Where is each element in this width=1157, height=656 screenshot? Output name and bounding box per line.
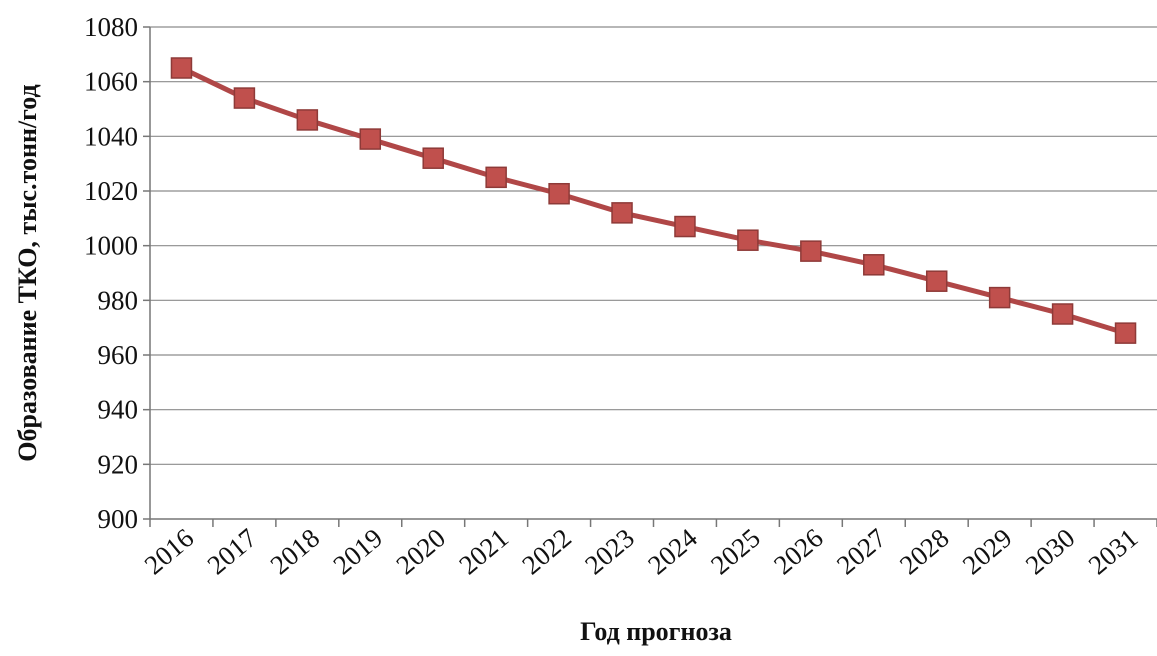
x-tick-label: 2019 — [327, 523, 388, 581]
x-tick-label: 2028 — [894, 523, 955, 581]
x-tick-label: 2016 — [139, 523, 200, 581]
x-tick-label: 2018 — [265, 523, 326, 581]
x-tick-labels: 2016 2017 2018 2019 2020 2021 2022 2023 2024 2025… — [139, 522, 1144, 580]
axes — [143, 26, 1157, 527]
x-tick-label: 2025 — [705, 523, 766, 581]
x-tick-label: 2017 — [202, 523, 263, 581]
gridlines — [150, 26, 1157, 465]
x-tick-label: 2029 — [957, 523, 1018, 581]
data-point-marker — [485, 166, 507, 189]
y-tick-label: 1060 — [84, 67, 138, 97]
data-point-marker — [800, 240, 822, 262]
data-point-marker — [863, 254, 885, 276]
y-tick-label: 900 — [98, 504, 139, 534]
y-tick-label: 1020 — [84, 176, 138, 206]
x-tick-label: 2022 — [516, 523, 577, 581]
data-point-marker — [422, 147, 444, 169]
data-point-marker — [170, 57, 193, 79]
data-point-marker — [988, 286, 1011, 309]
x-axis-label: Год прогноза — [580, 617, 732, 646]
series-group — [170, 57, 1137, 344]
y-tick-label: 1080 — [84, 12, 138, 42]
data-point-marker — [233, 87, 256, 109]
x-tick-label: 2031 — [1083, 523, 1144, 581]
data-point-marker — [359, 128, 382, 150]
x-tick-label: 2021 — [453, 523, 514, 581]
data-point-marker — [1114, 322, 1137, 344]
y-tick-label: 1000 — [84, 231, 138, 261]
y-tick-label: 980 — [98, 285, 139, 315]
x-tick-label: 2027 — [831, 523, 892, 581]
data-point-marker — [611, 202, 633, 224]
data-point-marker — [296, 109, 319, 131]
y-tick-label: 1040 — [84, 121, 138, 151]
y-tick-label: 960 — [98, 340, 139, 370]
data-point-marker — [674, 215, 696, 238]
series-line — [180, 65, 1127, 336]
data-point-marker — [737, 229, 759, 251]
x-tick-label: 2030 — [1020, 523, 1081, 581]
y-tick-label: 940 — [98, 395, 139, 425]
data-point-marker — [925, 270, 948, 292]
x-tick-label: 2023 — [579, 523, 640, 581]
data-point-marker — [1051, 303, 1074, 325]
data-point-marker — [548, 182, 570, 205]
y-tick-labels: 900 920 940 960 980 1000 1020 1040 1060 1080 — [84, 12, 138, 534]
y-axis-label: Образование ТКО, тыс.тонн/год — [13, 84, 42, 461]
x-tick-label: 2024 — [642, 522, 703, 580]
x-tick-label: 2026 — [768, 523, 829, 581]
x-tick-label: 2020 — [390, 523, 451, 581]
y-tick-label: 920 — [98, 449, 139, 479]
